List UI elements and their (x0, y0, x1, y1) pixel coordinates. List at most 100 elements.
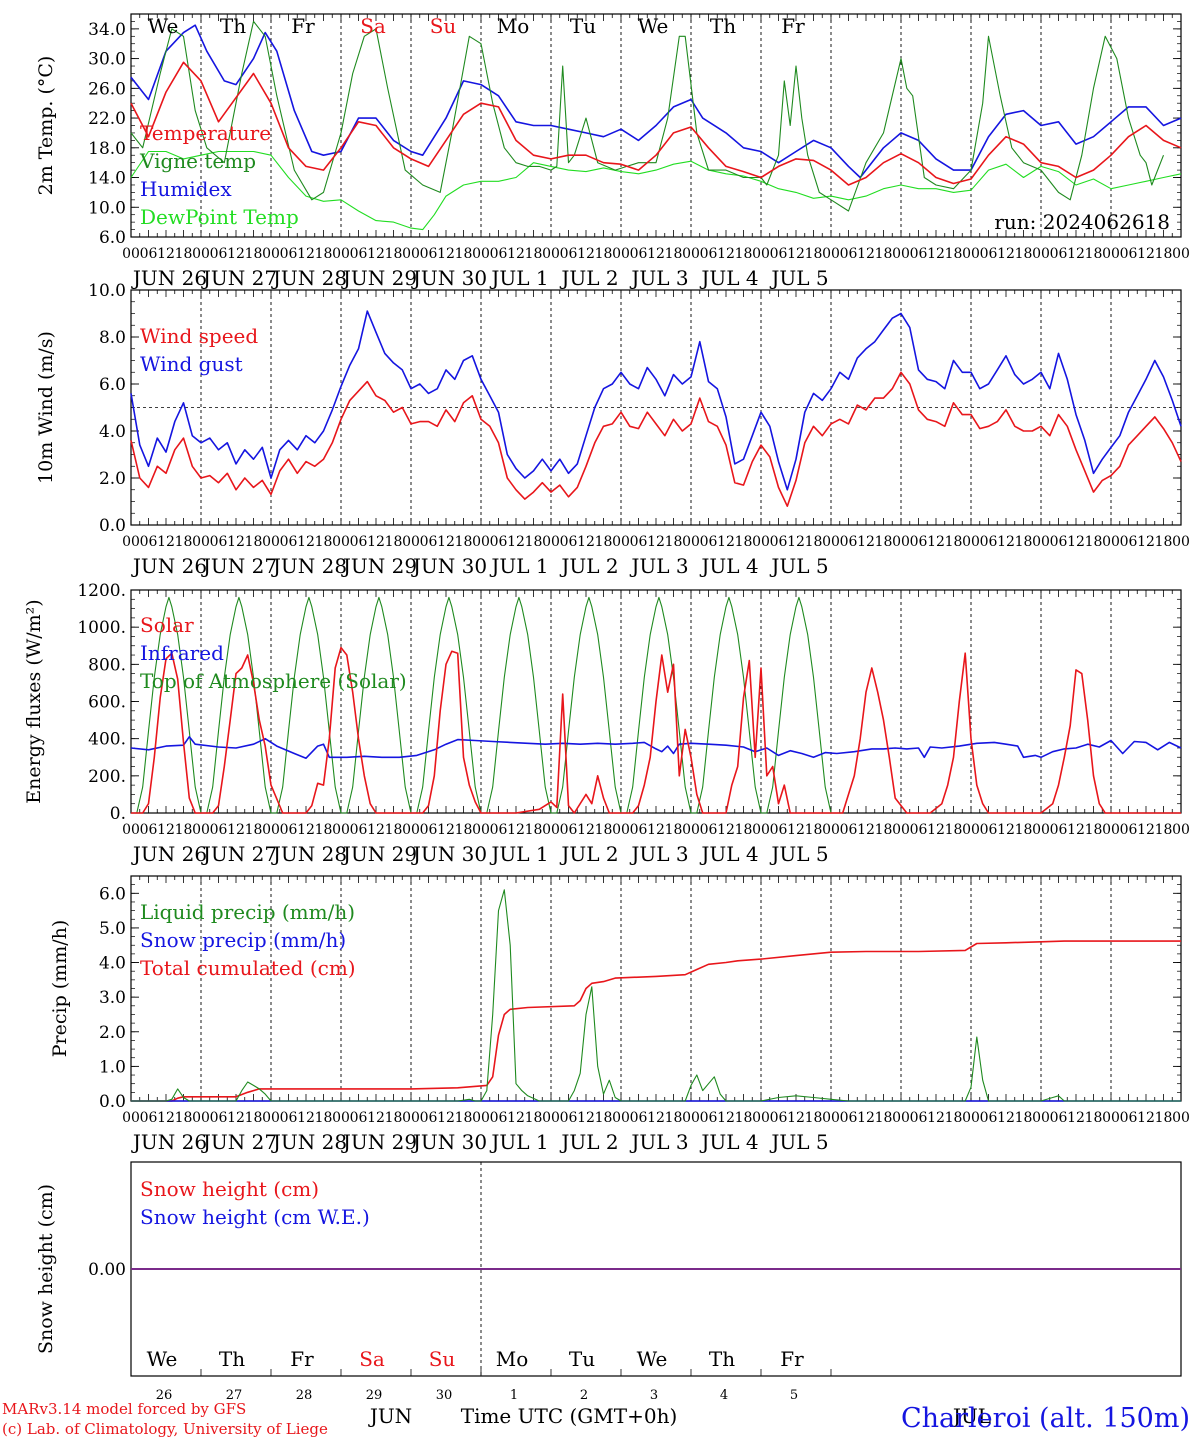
hour-tick-label: 12 (927, 246, 945, 262)
hour-tick-label: 00 (262, 534, 280, 550)
hour-tick-label: 06 (210, 1110, 228, 1126)
hour-tick-label: 00 (192, 534, 210, 550)
hour-tick-label: 18 (1155, 246, 1173, 262)
date-label: JUL 5 (769, 842, 828, 866)
hour-tick-label: 06 (490, 1110, 508, 1126)
hour-tick-label: 06 (980, 246, 998, 262)
hour-tick-label: 06 (770, 822, 788, 838)
hour-tick-label: 00 (542, 1110, 560, 1126)
hour-tick-label: 00 (752, 822, 770, 838)
date-label: JUN 27 (201, 842, 277, 866)
hour-tick-label: 00 (892, 246, 910, 262)
hour-tick-label: 12 (227, 822, 245, 838)
month-label: JUL (951, 1404, 991, 1428)
hour-tick-label: 18 (945, 246, 963, 262)
hour-tick-label: 06 (840, 1110, 858, 1126)
day-number: 27 (226, 1388, 243, 1403)
hour-tick-label: 00 (542, 534, 560, 550)
hour-tick-label: 06 (560, 534, 578, 550)
hour-tick-label: 00 (122, 822, 140, 838)
legend-entry: Top of Atmosphere (Solar) (140, 669, 407, 693)
hour-tick-label: 18 (455, 534, 473, 550)
hour-tick-label: 06 (210, 822, 228, 838)
day-number: 5 (790, 1388, 798, 1403)
y-tick-label: 1000. (77, 618, 126, 638)
hour-tick-label: 00 (1032, 822, 1050, 838)
y-tick-label: 0.00 (88, 1260, 126, 1280)
hour-tick-label: 06 (840, 246, 858, 262)
date-label: JUL 4 (699, 554, 758, 578)
weekday-label: We (637, 1347, 668, 1371)
hour-tick-label: 06 (1050, 534, 1068, 550)
weekday-label: Th (709, 1347, 735, 1371)
date-label: JUN 27 (201, 1130, 277, 1154)
hour-tick-label: 00 (1032, 246, 1050, 262)
hour-tick-label: 18 (805, 246, 823, 262)
hour-tick-label: 12 (227, 246, 245, 262)
hour-tick-label: 06 (910, 246, 928, 262)
hour-tick-label: 12 (507, 822, 525, 838)
weekday-label: Fr (781, 14, 805, 38)
hour-tick-label: 12 (157, 534, 175, 550)
hour-tick-label: 12 (857, 534, 875, 550)
hour-tick-label: 18 (525, 246, 543, 262)
month-label: JUN (368, 1404, 412, 1428)
y-tick-label: 400. (88, 730, 126, 750)
hour-tick-label: 00 (682, 246, 700, 262)
date-label: JUL 1 (489, 554, 548, 578)
date-label: JUL 2 (559, 1130, 618, 1154)
hour-tick-label: 06 (980, 534, 998, 550)
legend-entry: Humidex (140, 177, 232, 201)
hour-tick-label: 18 (735, 822, 753, 838)
legend-entry: Wind gust (140, 352, 243, 376)
hour-tick-label: 12 (437, 822, 455, 838)
panel-5: 0.00 Snow height (cm) Snow height (cm W.E.… (35, 1161, 1182, 1377)
hour-tick-label: 12 (997, 822, 1015, 838)
y-tick-label: 3.0 (99, 988, 126, 1008)
hour-tick-label: 06 (700, 246, 718, 262)
hour-tick-label: 06 (630, 534, 648, 550)
weekday-label: We (148, 14, 179, 38)
hour-tick-label: 00 (962, 246, 980, 262)
y-tick-label: 30.0 (88, 50, 126, 70)
hour-tick-label: 18 (245, 822, 263, 838)
hour-tick-label: 12 (1067, 822, 1085, 838)
series-line-1 (130, 20, 1165, 212)
date-label: JUN 26 (131, 554, 207, 578)
date-label: JUL 4 (699, 266, 758, 290)
hour-tick-label: 12 (927, 534, 945, 550)
hour-tick-label: 12 (1067, 534, 1085, 550)
hour-tick-label: 12 (507, 246, 525, 262)
hour-tick-label: 12 (577, 822, 595, 838)
hour-tick-label: 00 (822, 534, 840, 550)
hour-tick-label: 00 (262, 1110, 280, 1126)
hour-tick-label: 18 (875, 246, 893, 262)
run-label: run: 2024062618 (994, 210, 1170, 234)
x-axis-title: Time UTC (GMT+0h) (461, 1404, 678, 1428)
hour-tick-label: 00 (402, 246, 420, 262)
y-axis-label: Snow height (cm) (35, 1184, 57, 1354)
hour-tick-label: 18 (1155, 534, 1173, 550)
hour-tick-label: 12 (157, 1110, 175, 1126)
hour-tick-label: 12 (297, 1110, 315, 1126)
panel-2: 00 06 12 18 00 06 12 18 00 06 12 18 00 06 12 18 00 06 12 18… (35, 281, 1190, 578)
date-label: JUN 29 (341, 1130, 417, 1154)
hour-tick-label: 00 (752, 246, 770, 262)
hour-tick-label: 00 (1102, 246, 1120, 262)
y-tick-label: 8.0 (99, 328, 126, 348)
hour-tick-label: 06 (980, 822, 998, 838)
hour-tick-label: 12 (717, 534, 735, 550)
hour-tick-label: 18 (1015, 822, 1033, 838)
hour-tick-label: 18 (175, 1110, 193, 1126)
series-line-0 (131, 889, 1181, 1102)
hour-tick-label: 06 (1120, 534, 1138, 550)
y-tick-label: 5.0 (99, 919, 126, 939)
y-tick-label: 4.0 (99, 954, 126, 974)
hour-tick-label: 06 (420, 534, 438, 550)
legend-entry: Infrared (140, 641, 224, 665)
legend-entry: Snow height (cm W.E.) (140, 1205, 370, 1229)
hour-tick-label: 00 (192, 822, 210, 838)
hour-tick-label: 00 (612, 246, 630, 262)
date-label: JUN 27 (201, 554, 277, 578)
hour-tick-label: 18 (525, 1110, 543, 1126)
